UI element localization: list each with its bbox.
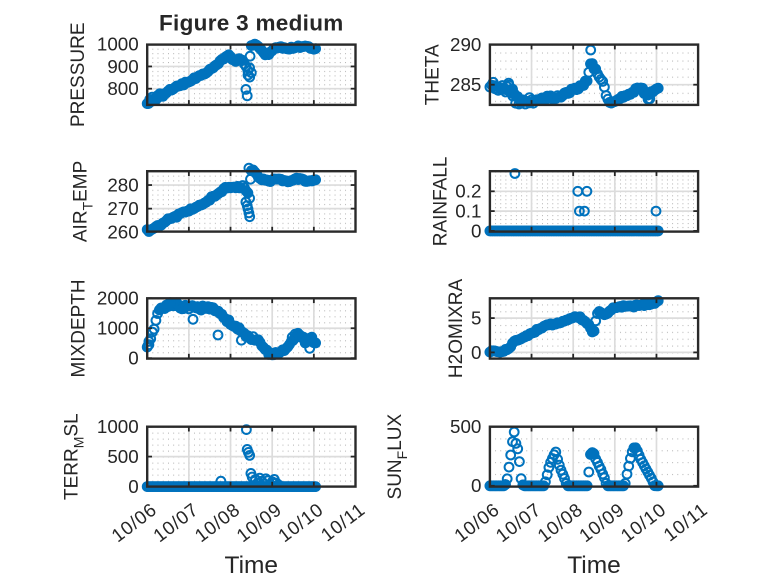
svg-text:285: 285: [450, 74, 481, 95]
svg-text:SUNFLUX: SUNFLUX: [385, 414, 410, 500]
svg-text:5: 5: [471, 308, 481, 329]
svg-text:1000: 1000: [97, 34, 139, 55]
svg-text:PRESSURE: PRESSURE: [68, 22, 89, 127]
svg-text:AIRTEMP: AIRTEMP: [71, 161, 96, 242]
svg-text:Time: Time: [567, 552, 621, 579]
svg-text:290: 290: [450, 34, 481, 55]
svg-text:TERRMSL: TERRMSL: [62, 413, 87, 500]
svg-text:260: 260: [107, 222, 138, 243]
svg-text:1000: 1000: [97, 416, 139, 437]
svg-text:0.1: 0.1: [455, 201, 481, 222]
svg-text:0.2: 0.2: [455, 181, 481, 202]
svg-text:Time: Time: [225, 552, 279, 579]
svg-text:2000: 2000: [97, 288, 139, 309]
svg-text:0: 0: [471, 220, 481, 241]
svg-text:500: 500: [107, 446, 138, 467]
svg-text:0: 0: [128, 348, 138, 369]
svg-text:THETA: THETA: [423, 44, 444, 105]
svg-text:MIXDEPTH: MIXDEPTH: [69, 279, 90, 377]
svg-text:Figure 3 medium: Figure 3 medium: [159, 11, 344, 36]
svg-text:900: 900: [107, 56, 138, 77]
svg-text:800: 800: [107, 78, 138, 99]
svg-text:1000: 1000: [97, 318, 139, 339]
svg-text:270: 270: [107, 198, 138, 219]
svg-text:0: 0: [471, 475, 481, 496]
svg-text:H2OMIXRA: H2OMIXRA: [446, 279, 467, 379]
svg-text:RAINFALL: RAINFALL: [430, 157, 451, 247]
svg-text:0: 0: [471, 342, 481, 363]
svg-text:0: 0: [128, 476, 138, 497]
svg-text:280: 280: [107, 174, 138, 195]
svg-text:500: 500: [450, 416, 481, 437]
